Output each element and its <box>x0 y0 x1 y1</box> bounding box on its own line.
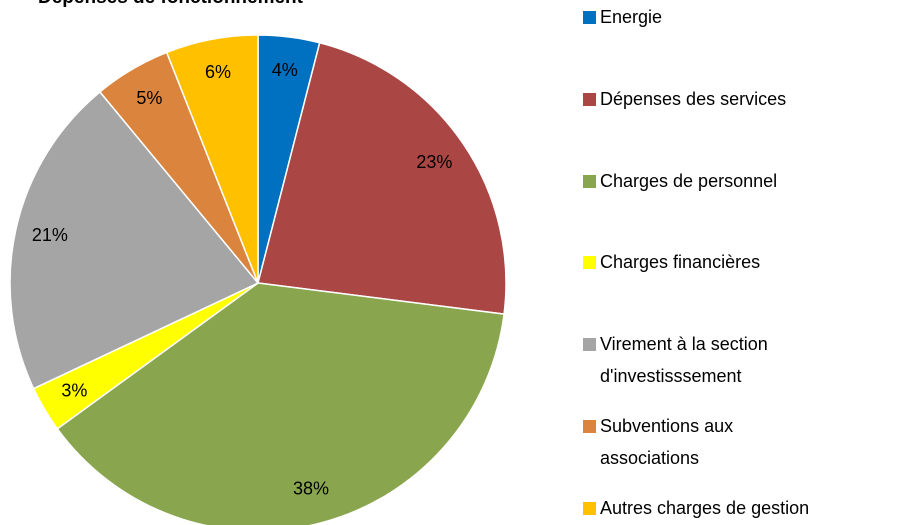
pie-slice <box>257 41 507 315</box>
legend-swatch <box>583 92 596 106</box>
data-label: 5% <box>136 88 162 108</box>
legend-item: Autres charges de gestion <box>583 492 828 524</box>
legend-swatch <box>583 338 596 352</box>
data-label: 23% <box>416 152 452 172</box>
legend-item: Dépenses des services <box>583 83 828 115</box>
legend-label: Virement à la section d'investisssement <box>600 334 768 387</box>
legend-label: Energie <box>600 7 663 27</box>
data-label: 4% <box>272 60 298 80</box>
pie-slice <box>56 282 505 525</box>
legend-label: Autres charges de gestion <box>600 497 810 518</box>
pie-slice <box>165 34 259 284</box>
legend-label: Subventions aux associations <box>600 416 734 468</box>
legend-swatch <box>583 174 596 188</box>
legend-item: Charges financières <box>583 246 828 278</box>
data-label: 6% <box>205 62 231 82</box>
data-label: 38% <box>293 478 329 498</box>
legend-swatch <box>583 501 596 515</box>
pie-slice <box>9 90 260 390</box>
legend-item: Energie <box>583 1 828 33</box>
data-label: 3% <box>61 380 87 400</box>
legend-label: Charges de personnel <box>600 170 778 191</box>
data-label: 21% <box>32 225 68 245</box>
legend-swatch <box>583 256 596 270</box>
legend-swatch <box>583 11 596 24</box>
legend-item: Subventions aux associations <box>583 410 828 474</box>
legend-swatch <box>583 420 596 433</box>
legend-label: Dépenses des services <box>600 88 787 109</box>
legend-item: Virement à la section d'investisssement <box>583 328 828 392</box>
legend-item: Charges de personnel <box>583 165 828 197</box>
chart-title: Dépenses de fonctionnement <box>38 0 304 8</box>
legend-label: Charges financières <box>600 252 761 273</box>
